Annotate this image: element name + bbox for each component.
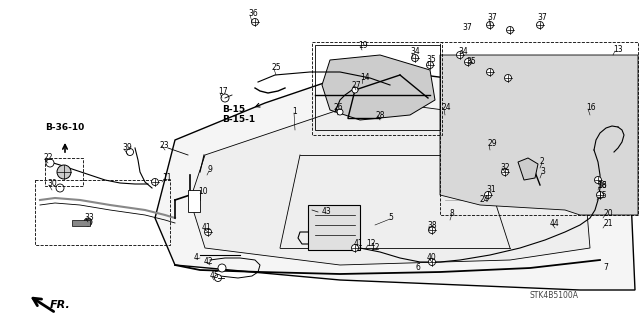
Text: 45: 45 <box>210 271 220 280</box>
Text: B-15-1: B-15-1 <box>222 115 255 124</box>
Bar <box>188 190 200 212</box>
Text: 36: 36 <box>597 182 607 190</box>
Text: 20: 20 <box>603 210 612 219</box>
Text: 21: 21 <box>603 219 612 228</box>
Text: 6: 6 <box>415 263 420 272</box>
Text: 38: 38 <box>427 220 436 229</box>
Text: 5: 5 <box>388 213 393 222</box>
Text: 12: 12 <box>366 240 376 249</box>
Text: 24: 24 <box>480 196 490 204</box>
Text: B-15: B-15 <box>222 106 245 115</box>
Circle shape <box>352 87 358 93</box>
Circle shape <box>502 168 509 175</box>
Text: 28: 28 <box>376 110 385 120</box>
Text: 22: 22 <box>43 153 52 162</box>
Circle shape <box>152 179 159 186</box>
Circle shape <box>127 149 134 155</box>
Text: 13: 13 <box>613 46 623 55</box>
Text: STK4B5100A: STK4B5100A <box>530 291 579 300</box>
Circle shape <box>595 176 602 183</box>
Text: 34: 34 <box>410 48 420 56</box>
Text: 15: 15 <box>597 191 607 201</box>
Text: 41: 41 <box>354 240 364 249</box>
Circle shape <box>337 109 343 115</box>
Text: 16: 16 <box>586 103 596 113</box>
Circle shape <box>456 51 463 58</box>
Text: 37: 37 <box>537 13 547 23</box>
Text: 35: 35 <box>426 56 436 64</box>
Circle shape <box>57 165 71 179</box>
Circle shape <box>486 21 493 28</box>
Text: 25: 25 <box>272 63 282 72</box>
Text: 9: 9 <box>207 166 212 174</box>
Circle shape <box>56 184 64 192</box>
Text: 35: 35 <box>466 57 476 66</box>
Polygon shape <box>322 55 435 120</box>
Polygon shape <box>155 68 635 290</box>
Polygon shape <box>518 158 538 180</box>
Text: 26: 26 <box>334 103 344 113</box>
Circle shape <box>429 258 435 265</box>
Text: 39: 39 <box>122 144 132 152</box>
Text: 41: 41 <box>202 224 212 233</box>
Text: 36: 36 <box>248 10 258 19</box>
Text: 37: 37 <box>462 24 472 33</box>
Circle shape <box>412 55 419 62</box>
Circle shape <box>351 244 358 251</box>
Circle shape <box>504 75 511 81</box>
Text: 30: 30 <box>47 180 57 189</box>
Text: 40: 40 <box>427 254 436 263</box>
Text: 3: 3 <box>540 167 545 176</box>
Text: 4: 4 <box>194 254 199 263</box>
Text: 8: 8 <box>450 209 455 218</box>
Text: 33: 33 <box>84 213 93 222</box>
Text: 42: 42 <box>204 256 214 265</box>
Circle shape <box>205 228 211 235</box>
Circle shape <box>218 264 226 272</box>
Text: 43: 43 <box>322 207 332 217</box>
Text: 27: 27 <box>352 80 362 90</box>
Bar <box>45 158 83 186</box>
Circle shape <box>506 26 513 33</box>
Text: FR.: FR. <box>50 300 71 310</box>
Text: 31: 31 <box>486 186 495 195</box>
Polygon shape <box>440 55 638 215</box>
Circle shape <box>426 62 433 69</box>
Bar <box>72 220 90 226</box>
Text: 11: 11 <box>162 174 172 182</box>
Circle shape <box>486 69 493 76</box>
Text: 14: 14 <box>360 73 370 83</box>
Text: 10: 10 <box>198 188 207 197</box>
Text: 23: 23 <box>160 140 170 150</box>
Circle shape <box>536 21 543 28</box>
Text: 37: 37 <box>487 13 497 23</box>
Text: 32: 32 <box>500 162 509 172</box>
Text: 18: 18 <box>597 182 607 190</box>
Text: 44: 44 <box>550 219 560 227</box>
Circle shape <box>84 218 92 226</box>
Circle shape <box>46 159 54 167</box>
Circle shape <box>252 19 259 26</box>
Text: 1: 1 <box>292 108 297 116</box>
Polygon shape <box>190 100 590 265</box>
Text: 29: 29 <box>487 139 497 149</box>
Polygon shape <box>308 205 360 250</box>
Text: 7: 7 <box>603 263 608 272</box>
Text: B-36-10: B-36-10 <box>45 123 84 132</box>
Text: 34: 34 <box>458 48 468 56</box>
Text: 19: 19 <box>358 41 367 49</box>
Text: 12: 12 <box>370 243 380 253</box>
Circle shape <box>214 275 221 281</box>
Circle shape <box>484 191 492 198</box>
Circle shape <box>596 191 604 198</box>
Text: 24: 24 <box>442 103 452 113</box>
Text: 17: 17 <box>218 87 228 97</box>
Text: 2: 2 <box>540 158 545 167</box>
Circle shape <box>221 94 229 102</box>
Circle shape <box>465 58 472 65</box>
Circle shape <box>429 226 435 234</box>
